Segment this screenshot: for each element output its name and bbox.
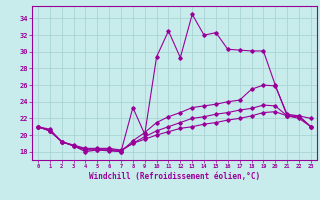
X-axis label: Windchill (Refroidissement éolien,°C): Windchill (Refroidissement éolien,°C) — [89, 172, 260, 181]
